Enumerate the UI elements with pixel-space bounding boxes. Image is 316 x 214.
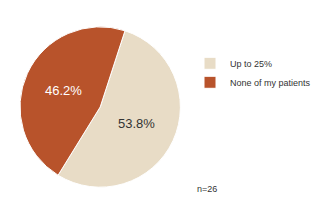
svg-text:Up to 25%: Up to 25% — [230, 59, 272, 69]
svg-text:n=26: n=26 — [197, 184, 217, 194]
svg-text:53.8%: 53.8% — [118, 116, 155, 131]
svg-text:46.2%: 46.2% — [45, 83, 82, 98]
svg-text:None of my patients: None of my patients — [230, 78, 311, 88]
